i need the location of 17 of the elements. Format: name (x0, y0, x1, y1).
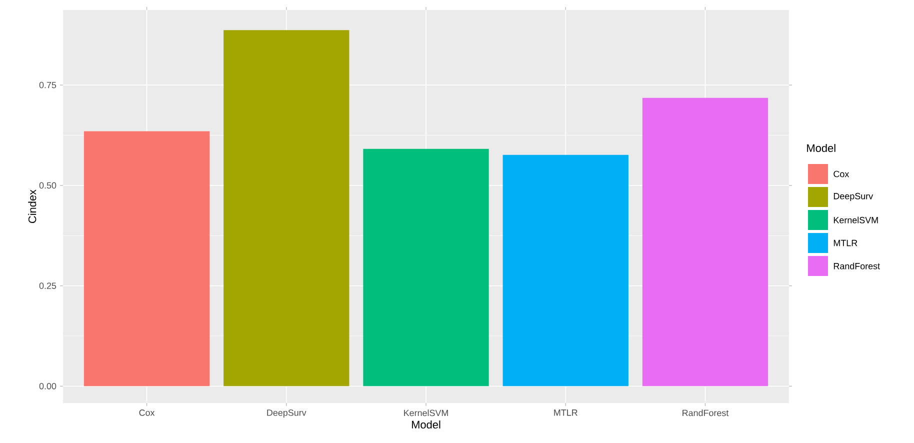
legend-label: KernelSVM (834, 216, 878, 224)
legend-label: RandForest (834, 262, 880, 270)
y-tick-label: 0.50 (39, 182, 56, 189)
y-axis-title: Cindex (28, 190, 36, 223)
y-tick-label: 0.25 (39, 282, 56, 289)
x-tick-label: MTLR (554, 410, 578, 416)
y-tick-label: 0.00 (39, 382, 56, 390)
x-tick-label: KernelSVM (404, 410, 448, 416)
x-axis-title: Model (412, 420, 440, 429)
legend-label: Cox (834, 170, 850, 178)
x-tick-label: DeepSurv (267, 410, 306, 418)
x-tick-label: Cox (139, 410, 155, 416)
legend-title: Model (807, 144, 836, 152)
legend-label: DeepSurv (834, 192, 874, 202)
x-tick-label: RandForest (682, 410, 729, 416)
y-tick-label: 0.75 (39, 82, 56, 88)
legend-label: MTLR (834, 240, 858, 246)
